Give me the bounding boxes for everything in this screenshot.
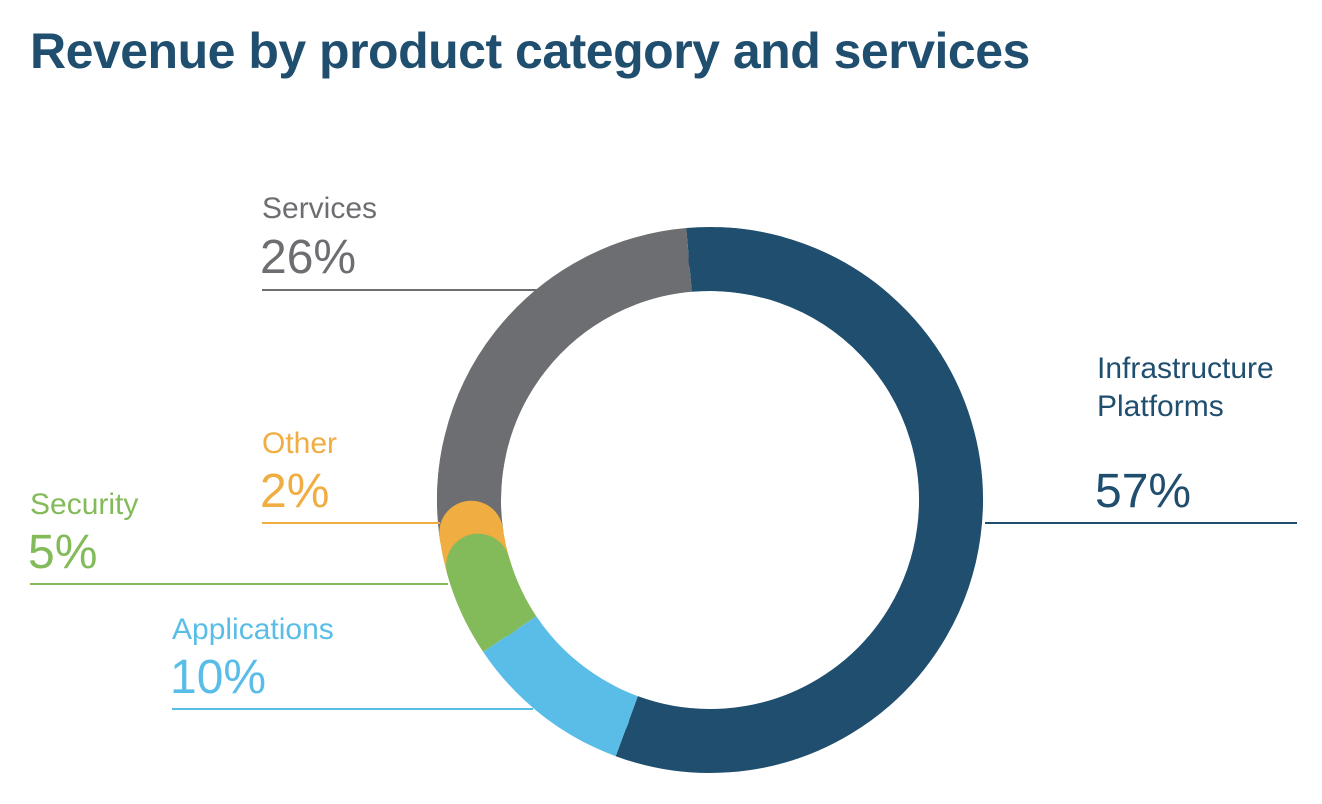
slice-name-services: Services	[262, 192, 377, 225]
slice-value-services: 26%	[260, 231, 356, 284]
label-other: Other 2%	[260, 427, 440, 524]
slice-cap-applications	[522, 652, 630, 746]
slice-cap-services	[437, 420, 506, 537]
slice-name-other: Other	[262, 427, 337, 460]
label-applications: Applications 10%	[170, 613, 533, 710]
slice-value-applications: 10%	[170, 651, 266, 704]
label-infrastructure-platforms: Infrastructure Platforms 57%	[985, 352, 1297, 524]
slice-cap-security	[446, 533, 526, 639]
label-services: Services 26%	[260, 192, 540, 291]
chart-title: Revenue by product category and services	[30, 23, 1030, 79]
donut-arcs	[437, 227, 983, 773]
slice-labels: Infrastructure Platforms 57% Applications 10…	[28, 192, 1297, 710]
label-security: Security 5%	[28, 488, 448, 585]
slice-value-infrastructure-platforms: 57%	[1095, 465, 1191, 518]
slice-value-security: 5%	[28, 526, 97, 579]
slice-infrastructure-platforms	[615, 227, 983, 773]
slice-name-applications: Applications	[172, 613, 334, 646]
slice-cap-infrastructure-platforms	[688, 227, 805, 300]
slice-name-security: Security	[30, 488, 138, 521]
slice-services	[437, 228, 693, 541]
slice-name-infrastructure-platforms: Infrastructure	[1097, 352, 1274, 385]
slice-value-other: 2%	[260, 465, 329, 518]
slice-name-infrastructure-platforms: Platforms	[1097, 390, 1224, 423]
